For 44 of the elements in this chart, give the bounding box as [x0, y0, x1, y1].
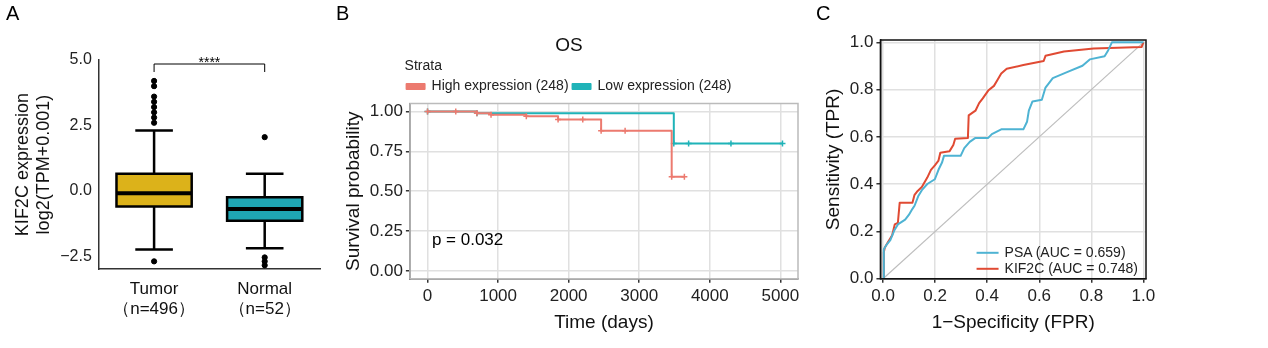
text: A — [6, 2, 20, 25]
y-tick-label: 2.5 — [69, 115, 92, 133]
x-tick-label: 1000 — [479, 285, 518, 305]
y-tick-label: 0.8 — [849, 79, 874, 99]
x-tick-label: 1.0 — [1131, 285, 1156, 305]
x-tick-label: Tumor （n=496） — [113, 279, 195, 319]
x-tick-label: 0.4 — [975, 285, 999, 305]
y-tick-label: −2.5 — [60, 246, 92, 264]
text: B — [336, 2, 350, 25]
y-tick-label: 0.00 — [369, 260, 403, 280]
x-tick-label: 2000 — [549, 285, 588, 305]
legend-label: High expression (248) — [431, 77, 569, 94]
x-tick-label: 0.0 — [871, 285, 895, 305]
annotation: p = 0.032 — [431, 229, 504, 249]
y-axis-title: KIF2C expression log2(TPM+0.001) — [11, 93, 54, 237]
x-axis-title: 1−Specificity (FPR) — [931, 310, 1095, 332]
annotation: **** — [198, 53, 221, 70]
text: C — [816, 2, 831, 25]
legend-label: Low expression (248) — [597, 77, 732, 94]
x-tick-label: 0.2 — [923, 285, 947, 305]
y-tick-label: 0.75 — [369, 141, 403, 161]
y-tick-label: 0.6 — [849, 126, 874, 146]
x-tick-label: 3000 — [620, 285, 659, 305]
legend-label: PSA (AUC = 0.659) — [1004, 243, 1126, 260]
y-axis-title: Sensitivity (TPR) — [821, 88, 843, 231]
y-tick-label: 0.0 — [69, 181, 92, 199]
y-tick-label: 1.0 — [849, 32, 874, 52]
x-tick-label: 0.6 — [1027, 285, 1052, 305]
y-tick-label: 5.0 — [69, 50, 92, 68]
y-axis-title: Survival probability — [341, 110, 363, 271]
y-tick-label: 0.4 — [849, 173, 874, 193]
x-tick-label: 4000 — [690, 285, 729, 305]
x-tick-label: 5000 — [761, 285, 800, 305]
x-tick-label: 0 — [422, 285, 433, 305]
y-tick-label: 0.2 — [849, 221, 874, 241]
x-tick-label: 0.8 — [1079, 285, 1104, 305]
y-tick-label: 0.25 — [369, 220, 403, 240]
y-tick-label: 0.50 — [369, 180, 403, 200]
x-tick-label: Normal （n=52） — [228, 279, 301, 319]
legend-title: Strata — [404, 56, 443, 73]
chart-title: OS — [555, 33, 583, 55]
y-tick-label: 1.00 — [369, 101, 403, 121]
x-axis-title: Time (days) — [554, 310, 654, 332]
legend-label: KIF2C (AUC = 0.748) — [1004, 259, 1138, 276]
